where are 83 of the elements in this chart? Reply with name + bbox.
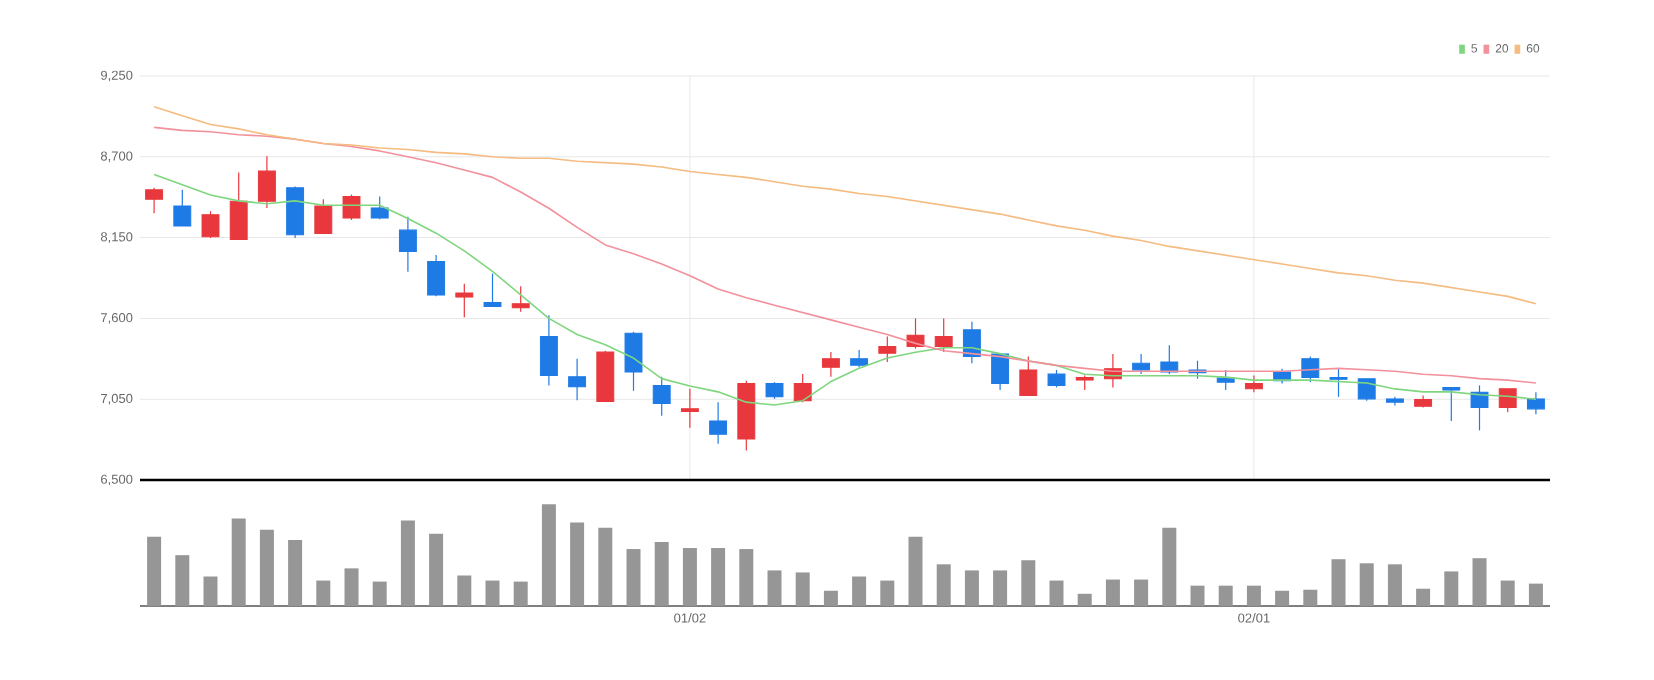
bar [767, 570, 782, 606]
bar [682, 548, 697, 606]
bar [231, 518, 246, 606]
candlestick [709, 401, 728, 445]
bar [1218, 585, 1233, 606]
bar [1049, 580, 1064, 606]
bar [1105, 579, 1120, 606]
candlestick [1498, 388, 1517, 413]
bar [964, 570, 979, 606]
bar [175, 555, 190, 606]
candlestick [342, 193, 361, 221]
bar [1303, 589, 1318, 606]
bar [457, 575, 472, 606]
candlestick [1329, 368, 1348, 398]
bar [1246, 585, 1261, 606]
bar [1444, 571, 1459, 606]
bar [513, 581, 528, 606]
candlestick [229, 171, 248, 241]
candlestick [145, 187, 164, 214]
bar [823, 590, 838, 606]
bar [1190, 585, 1205, 606]
bar [1275, 590, 1290, 606]
bar [993, 570, 1008, 606]
candlestick [1357, 378, 1376, 402]
candlestick [173, 189, 192, 227]
bar [147, 536, 162, 606]
bar [1077, 593, 1092, 606]
bar [203, 576, 218, 606]
bar [400, 520, 415, 606]
bar [1162, 527, 1177, 606]
candlestick [398, 216, 417, 273]
candlestick [680, 388, 699, 429]
bar [711, 548, 726, 606]
bar [626, 549, 641, 606]
candlestick [1526, 391, 1545, 415]
candlestick [1019, 355, 1038, 397]
candlestick [455, 283, 474, 318]
candlestick [652, 376, 671, 417]
candlestick [314, 198, 333, 235]
bar [880, 580, 895, 606]
candlestick [483, 272, 502, 308]
candlestick [201, 210, 220, 239]
candlestick [1301, 355, 1320, 383]
candlestick [1442, 386, 1461, 422]
bar [570, 522, 585, 606]
candlestick [1132, 353, 1151, 375]
candlestick [511, 285, 530, 313]
candlestick [427, 254, 446, 297]
candlestick [1244, 374, 1263, 393]
bar [654, 541, 669, 606]
bar [1021, 560, 1036, 606]
bar [316, 580, 331, 606]
bar [259, 529, 274, 606]
candlestick [878, 335, 897, 363]
bar [1359, 563, 1374, 606]
bar [372, 581, 387, 606]
bar [852, 576, 867, 606]
candlestick [257, 155, 276, 209]
bar [739, 549, 754, 606]
candlestick [624, 331, 643, 392]
bar [1472, 558, 1487, 606]
candlestick [793, 373, 812, 403]
bar [1500, 580, 1515, 606]
candlestick [539, 314, 558, 387]
bar [1387, 564, 1402, 606]
candlestick [934, 317, 953, 353]
bar [598, 527, 613, 606]
bar [908, 536, 923, 606]
bar [1331, 559, 1346, 606]
bar [429, 533, 444, 606]
candlestick [568, 358, 587, 401]
bar [1528, 583, 1543, 606]
bar [1416, 588, 1431, 606]
bar [541, 504, 556, 606]
bar [485, 580, 500, 606]
bar [1134, 579, 1149, 606]
candlestick [1470, 384, 1489, 431]
bar [936, 564, 951, 606]
bar [288, 539, 303, 606]
candlestick [821, 351, 840, 378]
bar [344, 568, 359, 606]
bar [795, 572, 810, 606]
candlestick [286, 185, 305, 239]
